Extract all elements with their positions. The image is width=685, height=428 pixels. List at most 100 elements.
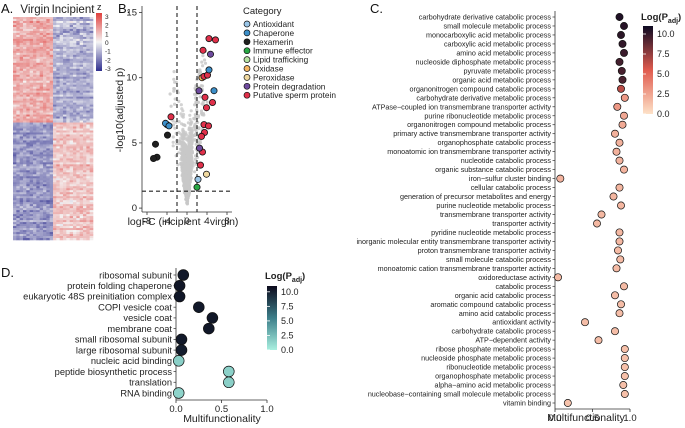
volcano-category-point: [204, 122, 212, 130]
heatmap-cell: [66, 48, 70, 52]
heatmap-cell: [83, 144, 87, 147]
heatmap-cell: [33, 218, 37, 221]
heatmap-cell: [49, 212, 54, 215]
heatmap-cell: [53, 154, 57, 157]
heatmap-cell: [49, 224, 54, 227]
heatmap-cell: [83, 232, 87, 235]
volcano-legend-label: Protein degradation: [253, 81, 326, 91]
heatmap-cell: [19, 158, 24, 161]
heatmap-cell: [79, 136, 84, 139]
heatmap-cell: [86, 232, 90, 235]
heatmap-cell: [76, 94, 80, 97]
heatmap-cell: [29, 158, 34, 161]
heatmap-cell: [43, 210, 47, 213]
heatmap-cell: [63, 32, 67, 36]
heatmap-cell: [53, 82, 57, 85]
heatmap-cell: [73, 222, 77, 225]
heatmap-cell: [73, 138, 77, 141]
heatmap-cell: [39, 222, 44, 225]
heatmap-cell: [66, 228, 70, 231]
heatmap-cell: [43, 186, 47, 189]
heatmap-cell: [33, 98, 37, 101]
heatmap-cell: [36, 196, 40, 199]
heatmap-cell: [76, 168, 80, 171]
heatmap-cell: [89, 190, 94, 193]
heatmap-cell: [79, 206, 84, 209]
heatmap-cell: [69, 130, 74, 133]
volcano-category-point: [165, 122, 173, 130]
heatmap-cell: [53, 174, 57, 177]
heatmap-cell: [43, 84, 47, 87]
heatmap-cell: [89, 46, 94, 50]
heatmap-cell: [26, 178, 30, 181]
heatmap-cell: [43, 66, 47, 70]
heatmap-cell: [63, 20, 67, 24]
heatmap-cell: [86, 150, 90, 153]
heatmap-cell: [83, 200, 87, 203]
heatmap-cell: [19, 192, 24, 195]
heatmap-cell: [19, 184, 24, 187]
heatmap-cell: [29, 92, 34, 95]
heatmap-cell: [26, 92, 30, 95]
heatmap-cell: [16, 17, 20, 20]
heatmap-cell: [39, 182, 44, 185]
heatmap-cell: [76, 210, 80, 213]
heatmap-cell: [39, 166, 44, 169]
heatmap-cell: [76, 104, 80, 107]
heatmap-cell: [23, 40, 27, 44]
heatmap-cell: [49, 36, 54, 40]
heatmap-cell: [86, 106, 90, 109]
heatmap-cell: [23, 204, 27, 207]
heatmap-cell: [76, 192, 80, 195]
heatmap-cell: [33, 84, 37, 87]
heatmap-cell: [86, 38, 90, 42]
heatmap-cell: [43, 110, 47, 113]
heatmap-cell: [56, 220, 60, 223]
volcano-legend-label: Immune effector: [253, 46, 313, 56]
heatmap-cell: [43, 20, 47, 24]
heatmap-cell: [76, 142, 80, 145]
heatmap-cell: [53, 226, 57, 229]
panel-d-term-label: peptide biosynthetic process: [55, 367, 173, 377]
heatmap-cell: [83, 80, 87, 83]
heatmap-cell: [73, 104, 77, 107]
heatmap-cell: [29, 186, 34, 189]
heatmap-cell: [89, 72, 94, 76]
heatmap-cell: [73, 24, 77, 28]
heatmap-cell: [86, 66, 90, 70]
heatmap-cell: [83, 174, 87, 177]
heatmap-cell: [19, 88, 24, 91]
heatmap-cell: [73, 30, 77, 34]
heatmap-cell: [79, 188, 84, 191]
heatmap-cell: [43, 228, 47, 231]
heatmap-cell: [36, 58, 40, 62]
volcano-x-axis-title: logFC (incipient - virgin): [128, 216, 239, 228]
heatmap-cell: [13, 144, 17, 147]
panel-c-term-point: [619, 381, 628, 389]
heatmap-cell: [79, 80, 84, 83]
heatmap-cell: [69, 74, 74, 78]
heatmap-cell: [19, 156, 24, 159]
heatmap-cell: [86, 30, 90, 34]
heatmap-cell: [73, 46, 77, 50]
heatmap-cell: [46, 234, 50, 237]
heatmap-cell: [63, 176, 67, 179]
heatmap-cell: [56, 216, 60, 219]
heatmap-cell: [43, 26, 47, 30]
heatmap-cell: [76, 148, 80, 151]
volcano-grey-point: [189, 164, 193, 168]
heatmap-cell: [23, 30, 27, 34]
heatmap-cell: [39, 178, 44, 181]
heatmap-cell: [13, 206, 17, 209]
heatmap-cell: [23, 144, 27, 147]
heatmap-cell: [13, 146, 17, 149]
heatmap-cell: [69, 182, 74, 185]
heatmap-cell: [16, 208, 20, 211]
heatmap-cell: [69, 208, 74, 211]
heatmap-cell: [53, 160, 57, 163]
heatmap-cell: [26, 106, 30, 109]
panel-d-colorbar-tick-label: 0.0: [281, 345, 294, 355]
heatmap-cell: [19, 222, 24, 225]
heatmap-cell: [63, 142, 67, 145]
heatmap-cell: [89, 192, 94, 195]
